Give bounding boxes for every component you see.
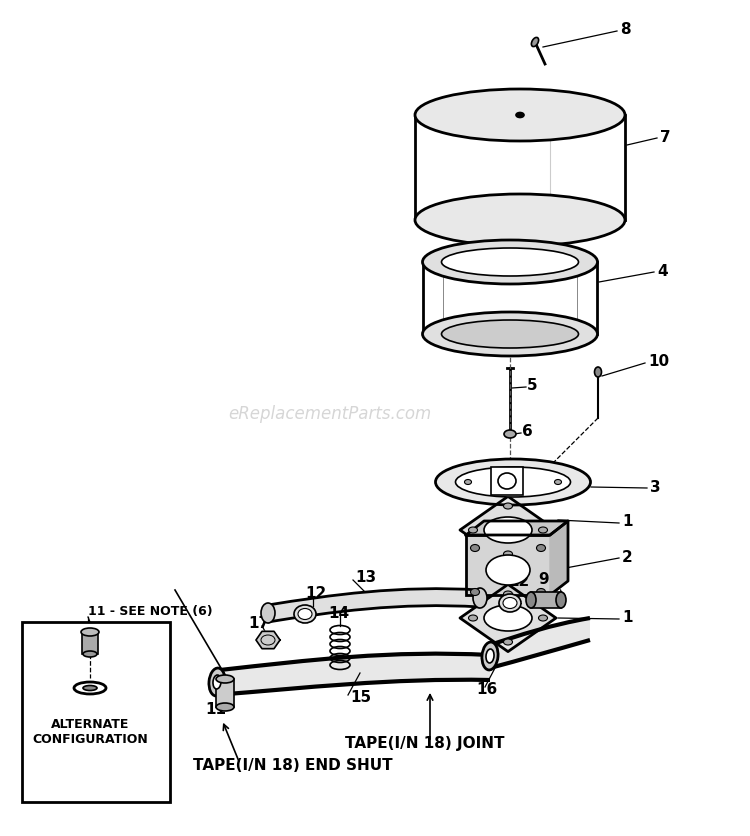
Ellipse shape [473, 588, 487, 608]
Ellipse shape [486, 555, 530, 585]
Ellipse shape [74, 682, 106, 694]
Ellipse shape [213, 675, 221, 689]
Ellipse shape [81, 628, 99, 636]
Ellipse shape [536, 544, 545, 552]
Ellipse shape [422, 240, 598, 284]
Text: 4: 4 [657, 264, 668, 279]
Ellipse shape [499, 594, 521, 612]
Ellipse shape [298, 609, 312, 619]
Ellipse shape [538, 615, 548, 621]
Text: 7: 7 [660, 130, 670, 145]
Text: 10: 10 [648, 354, 669, 370]
Text: 12: 12 [305, 587, 326, 601]
Ellipse shape [526, 592, 536, 608]
Text: TAPE(I/N 18) JOINT: TAPE(I/N 18) JOINT [345, 736, 505, 751]
Polygon shape [466, 521, 568, 535]
Ellipse shape [482, 642, 498, 670]
Ellipse shape [216, 675, 234, 683]
Ellipse shape [209, 668, 225, 696]
Bar [466, 535, 551, 595]
Ellipse shape [422, 312, 598, 356]
Ellipse shape [486, 649, 494, 663]
Ellipse shape [484, 517, 532, 543]
Ellipse shape [538, 527, 548, 533]
Ellipse shape [595, 367, 602, 377]
Ellipse shape [470, 544, 479, 552]
Polygon shape [550, 521, 568, 595]
Ellipse shape [503, 598, 517, 609]
Bar [22, 622, 170, 802]
Bar [82, 632, 98, 654]
Ellipse shape [554, 480, 562, 485]
Text: 1: 1 [622, 514, 632, 529]
Text: 13: 13 [355, 570, 376, 585]
Ellipse shape [83, 686, 97, 691]
Ellipse shape [470, 589, 479, 595]
Ellipse shape [469, 527, 478, 533]
Text: 11: 11 [205, 702, 226, 717]
Text: ALTERNATE
CONFIGURATION: ALTERNATE CONFIGURATION [32, 718, 148, 746]
Ellipse shape [503, 551, 512, 557]
PathPatch shape [215, 654, 490, 695]
Ellipse shape [484, 605, 532, 631]
Ellipse shape [216, 703, 234, 711]
Ellipse shape [503, 591, 512, 597]
PathPatch shape [490, 618, 590, 668]
Polygon shape [460, 497, 556, 563]
Ellipse shape [536, 589, 545, 595]
Ellipse shape [415, 194, 625, 246]
Polygon shape [256, 631, 280, 649]
PathPatch shape [268, 589, 480, 622]
Ellipse shape [464, 480, 472, 485]
Ellipse shape [261, 603, 275, 623]
Text: 17: 17 [248, 615, 269, 630]
Ellipse shape [442, 320, 578, 348]
Text: eReplacementParts.com: eReplacementParts.com [228, 405, 432, 423]
Ellipse shape [516, 113, 524, 118]
Ellipse shape [436, 459, 590, 505]
Ellipse shape [503, 639, 512, 645]
Ellipse shape [532, 38, 538, 47]
Ellipse shape [83, 651, 97, 657]
Polygon shape [460, 584, 556, 651]
Text: 9: 9 [538, 573, 548, 588]
Ellipse shape [415, 89, 625, 141]
Text: 5: 5 [527, 379, 538, 394]
Ellipse shape [556, 592, 566, 608]
Text: 16: 16 [476, 682, 497, 697]
Ellipse shape [469, 615, 478, 621]
Ellipse shape [455, 467, 571, 497]
Text: TAPE(I/N 18) END SHUT: TAPE(I/N 18) END SHUT [193, 758, 393, 773]
Text: 11 - SEE NOTE (6): 11 - SEE NOTE (6) [88, 605, 213, 619]
Ellipse shape [294, 605, 316, 623]
Bar [531, 592, 561, 608]
Ellipse shape [442, 248, 578, 276]
Text: 15: 15 [350, 691, 371, 706]
Ellipse shape [498, 473, 516, 489]
Bar [491, 467, 523, 495]
Ellipse shape [504, 430, 516, 438]
Text: 8: 8 [620, 23, 631, 38]
Text: 1: 1 [622, 610, 632, 625]
Text: 12: 12 [508, 573, 530, 589]
Text: 2: 2 [622, 550, 633, 565]
Bar [216, 679, 234, 707]
Text: 3: 3 [650, 481, 661, 496]
Text: 14: 14 [328, 605, 349, 620]
Ellipse shape [503, 503, 512, 509]
Text: 6: 6 [522, 425, 532, 440]
